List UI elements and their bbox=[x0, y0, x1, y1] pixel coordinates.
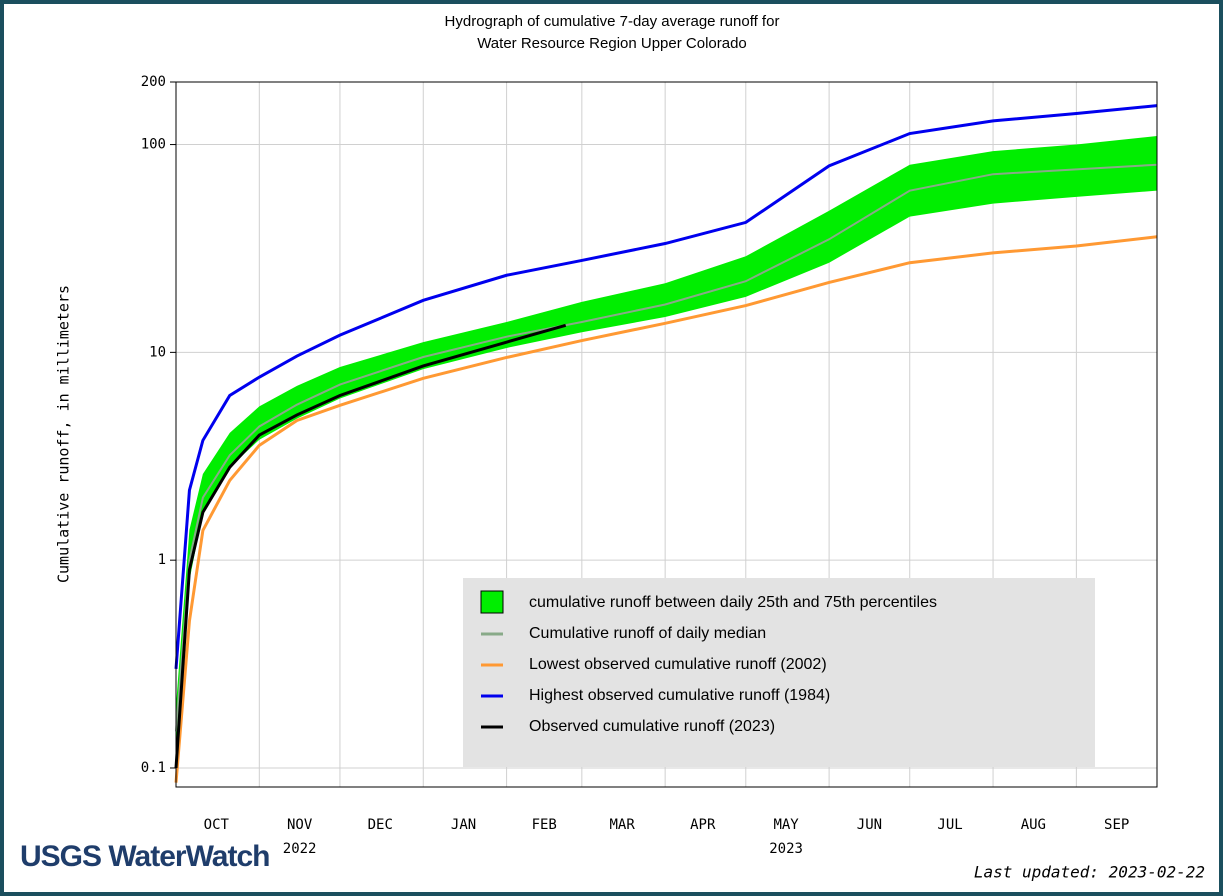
legend-label: cumulative runoff between daily 25th and… bbox=[529, 594, 937, 611]
legend-label: Cumulative runoff of daily median bbox=[529, 625, 766, 642]
legend-swatch bbox=[480, 590, 504, 614]
legend-label: Observed cumulative runoff (2023) bbox=[529, 718, 775, 735]
legend-box bbox=[463, 578, 1095, 767]
series-line bbox=[174, 104, 1158, 669]
x-tick-label: FEB bbox=[532, 817, 557, 833]
x-tick-label: SEP bbox=[1104, 817, 1129, 833]
y-tick-label: 10 bbox=[149, 344, 166, 360]
chart-title: Hydrograph of cumulative 7-day average r… bbox=[445, 13, 780, 30]
series-line bbox=[174, 323, 567, 769]
plot-border bbox=[175, 81, 1158, 788]
x-tick-label: JUL bbox=[937, 817, 962, 833]
x-tick-label: MAR bbox=[610, 817, 636, 833]
x-tick-label: DEC bbox=[368, 817, 393, 833]
x-tick-label: APR bbox=[690, 817, 716, 833]
chart-title: Water Resource Region Upper Colorado bbox=[477, 35, 747, 52]
x-tick-label: JUN bbox=[857, 817, 882, 833]
x-tick-label: NOV bbox=[287, 817, 313, 833]
y-axis-label: Cumulative runoff, in millimeters bbox=[55, 285, 73, 583]
legend: cumulative runoff between daily 25th and… bbox=[463, 578, 1095, 767]
last-updated: Last updated: 2023-02-22 bbox=[974, 863, 1205, 882]
y-tick-label: 1 bbox=[158, 552, 166, 568]
x-tick-label: MAY bbox=[773, 817, 799, 833]
series-line bbox=[174, 235, 1158, 783]
legend-label: Lowest observed cumulative runoff (2002) bbox=[529, 656, 827, 673]
legend-label: Highest observed cumulative runoff (1984… bbox=[529, 687, 830, 704]
x-tick-label: OCT bbox=[204, 817, 230, 833]
x-year-label: 2022 bbox=[283, 841, 317, 857]
y-tick-label: 200 bbox=[141, 74, 166, 90]
series-line bbox=[175, 163, 1158, 732]
x-year-label: 2023 bbox=[769, 841, 803, 857]
x-tick-label: AUG bbox=[1021, 817, 1046, 833]
y-tick-label: 100 bbox=[141, 137, 166, 153]
percentile-band bbox=[176, 135, 1157, 752]
x-tick-label: JAN bbox=[451, 817, 476, 833]
y-tick-label: 0.1 bbox=[141, 760, 166, 776]
logo: USGS WaterWatch bbox=[20, 840, 269, 873]
